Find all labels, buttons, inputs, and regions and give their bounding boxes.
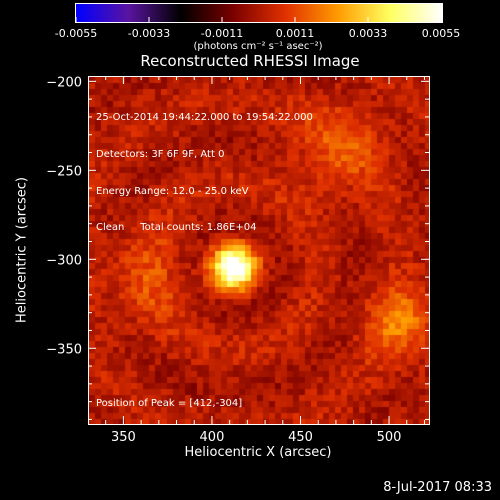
y-tick-label: −300 [46,253,82,268]
colorbar-tick-label: 0.0011 [276,27,315,40]
x-tick-label: 400 [200,430,225,445]
colorbar-gradient [76,4,442,22]
colorbar-axis: -0.0055 -0.0033 -0.0011 0.0011 0.0033 0.0055 (… [55,17,461,52]
x-tick-label: 500 [377,430,402,445]
annotation-counts: Clean Total counts: 1.86E+04 [96,222,257,234]
heatmap-image [89,77,429,424]
x-axis-label: Heliocentric X (arcsec) [184,445,332,460]
x-tick-label: 450 [288,430,313,445]
colorbar-tick-label: -0.0033 [128,27,170,40]
colorbar-tick-label: 0.0055 [422,27,461,40]
chart-title: Reconstructed RHESSI Image [140,52,360,70]
y-tick-label: −250 [46,164,82,179]
annotation-detectors: Detectors: 3F 6F 9F, Att 0 [96,149,225,161]
colorbar-tick-label: -0.0055 [55,27,97,40]
y-tick-label: −200 [46,75,82,90]
annotation-time-range: 25-Oct-2014 19:44:22.000 to 19:54:22.000 [96,112,313,124]
colorbar-tick-label: 0.0033 [349,27,388,40]
y-axis-label: Heliocentric Y (arcsec) [14,177,30,323]
y-tick-label: −350 [46,342,82,357]
date-stamp: 8-Jul-2017 08:33 [383,480,492,495]
peak-position-label: Position of Peak = [412,-304] [96,398,243,409]
colorbar [75,3,443,23]
x-tick-label: 350 [111,430,136,445]
colorbar-tick-label: -0.0011 [201,27,243,40]
annotation-block: 25-Oct-2014 19:44:22.000 to 19:54:22.000… [96,88,313,259]
annotation-energy-range: Energy Range: 12.0 - 25.0 keV [96,185,249,197]
plot-area: 25-Oct-2014 19:44:22.000 to 19:54:22.000… [88,76,430,425]
colorbar-units-label: (photons cm⁻² s⁻¹ asec⁻²) [193,41,322,52]
